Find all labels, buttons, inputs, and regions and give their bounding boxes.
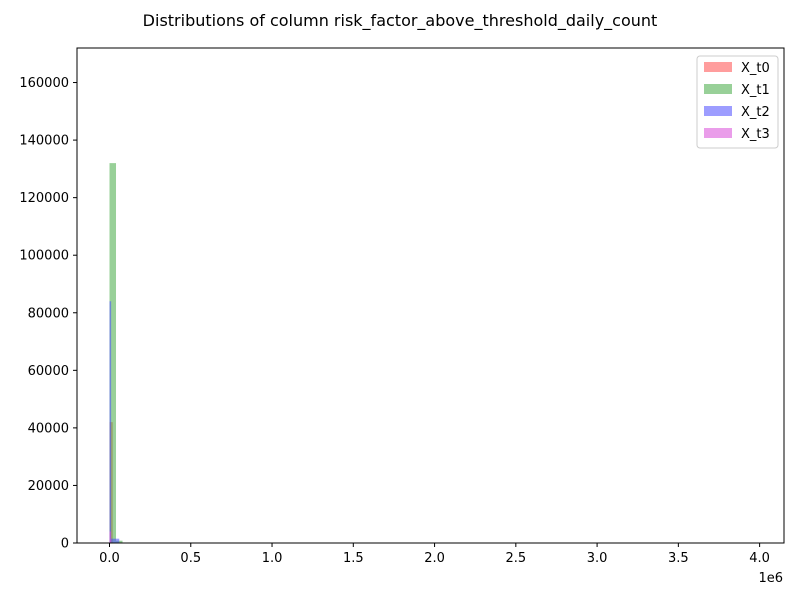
bar-x-t1-1 xyxy=(116,540,123,543)
y-tick-label: 0 xyxy=(61,537,69,552)
legend-swatch-x-t1 xyxy=(704,84,732,94)
plot-frame xyxy=(76,47,785,544)
y-tick-label: 60000 xyxy=(28,364,69,379)
legend: X_t0 X_t1 X_t2 X_t3 xyxy=(696,55,779,149)
x-tick-label: 3.0 xyxy=(587,551,608,566)
legend-swatch-x-t0 xyxy=(704,62,732,72)
y-tick-label: 80000 xyxy=(28,306,69,321)
x-tick-label: 0.0 xyxy=(99,551,120,566)
bar-x-t2-0 xyxy=(109,301,112,543)
x-tick-label: 3.5 xyxy=(668,551,689,566)
legend-label: X_t1 xyxy=(741,83,770,98)
x-tick-label: 4.0 xyxy=(749,551,770,566)
bar-x-t1-0 xyxy=(109,163,117,543)
legend-swatch-x-t2 xyxy=(704,106,732,116)
y-axis: 0 20000 40000 60000 80000 100000 120000 140000 1… xyxy=(19,76,77,552)
legend-swatch-x-t3 xyxy=(704,128,732,138)
x-tick-label: 1.0 xyxy=(262,551,283,566)
bar-x-t3-0 xyxy=(109,531,112,543)
y-tick-label: 40000 xyxy=(28,421,69,436)
legend-box xyxy=(696,55,779,149)
plot-area xyxy=(109,163,123,543)
x-tick-label: 2.5 xyxy=(505,551,526,566)
x-tick-label: 0.5 xyxy=(180,551,201,566)
y-tick-label: 100000 xyxy=(19,249,69,264)
bar-x-t2-1 xyxy=(111,538,120,543)
x-axis: 0.0 0.5 1.0 1.5 2.0 2.5 3.0 3.5 4.0 xyxy=(99,543,770,566)
legend-label: X_t2 xyxy=(741,105,770,120)
x-axis-multiplier: 1e6 xyxy=(758,571,783,586)
chart-title: Distributions of column risk_factor_abov… xyxy=(143,11,658,31)
y-tick-label: 140000 xyxy=(19,134,69,149)
y-tick-label: 120000 xyxy=(19,191,69,206)
x-tick-label: 1.5 xyxy=(343,551,364,566)
legend-label: X_t3 xyxy=(741,127,770,142)
y-tick-label: 160000 xyxy=(19,76,69,91)
x-tick-label: 2.0 xyxy=(424,551,445,566)
legend-label: X_t0 xyxy=(741,61,770,76)
y-tick-label: 20000 xyxy=(28,479,69,494)
